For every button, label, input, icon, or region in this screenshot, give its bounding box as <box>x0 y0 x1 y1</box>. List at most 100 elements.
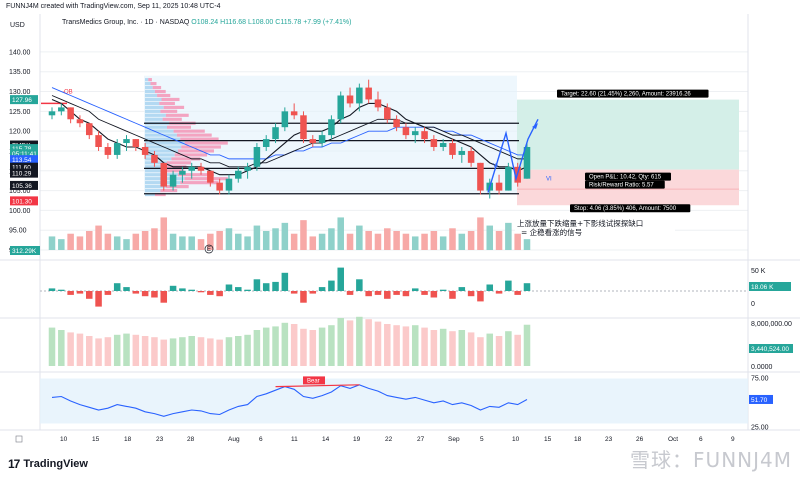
price-badge: 105.36 <box>12 183 32 190</box>
candle-body <box>207 170 214 183</box>
candle-body <box>151 154 158 163</box>
rsi-tick: 25.00 <box>751 425 769 432</box>
x-tick: Oct <box>668 436 678 443</box>
volume-bar <box>85 231 93 250</box>
candle-body <box>384 107 391 120</box>
vi-label: VI <box>546 177 552 183</box>
obv-bar <box>365 319 372 366</box>
volume-bar <box>235 233 242 250</box>
delta-bar <box>281 272 289 291</box>
x-tick: 5 <box>480 436 484 443</box>
delta-bar <box>160 291 168 303</box>
obv-bar <box>151 337 158 366</box>
delta-bar <box>309 291 317 294</box>
vp-bar-value <box>145 105 164 109</box>
delta-bar <box>290 291 298 294</box>
volume-bar <box>58 239 65 250</box>
delta-bar <box>384 291 391 299</box>
candle-body <box>290 111 298 116</box>
candle-body <box>309 139 317 144</box>
vp-bar-value <box>145 89 155 94</box>
candle-body <box>374 99 382 108</box>
delta-bar <box>95 291 102 307</box>
obv-bar <box>67 332 74 366</box>
candle-body <box>439 143 447 147</box>
volume-bar <box>337 217 344 250</box>
projection-path <box>487 118 539 193</box>
ob-label: -OB <box>62 90 73 96</box>
obv-bar <box>430 330 438 366</box>
delta-bar <box>48 288 56 291</box>
vp-bar-value <box>145 192 155 197</box>
#f23645-bg <box>570 204 691 213</box>
vp-bar-delta <box>180 181 219 185</box>
volume-bar <box>309 236 317 250</box>
delta-bar <box>188 289 195 291</box>
vp-bar-value <box>145 185 166 189</box>
volume-bar <box>253 225 261 250</box>
symbol-line[interactable]: TransMedics Group, Inc. · 1D · NASDAQ O1… <box>62 19 351 26</box>
obv-bar <box>207 338 214 366</box>
price-badge: 113.54 <box>12 157 32 164</box>
delta-bar <box>458 287 466 291</box>
delta-bar <box>104 291 112 295</box>
delta-bar <box>486 284 494 291</box>
vp-bar-value <box>145 125 167 129</box>
obv-bar <box>384 324 391 366</box>
projection-arrow-icon <box>532 123 538 129</box>
volume-bar <box>356 225 363 250</box>
delta-bar <box>262 283 270 291</box>
vp-bar-delta <box>173 129 205 133</box>
delta-bar <box>505 280 512 291</box>
delta-bar <box>141 291 149 297</box>
delta-bar <box>449 291 456 299</box>
x-tick: 11 <box>291 436 298 443</box>
delta-bar <box>477 291 484 302</box>
settings-icon <box>15 435 23 443</box>
candle-body <box>467 150 475 163</box>
candle-body <box>365 87 372 100</box>
vp-bar-delta <box>160 109 178 113</box>
obv-bar <box>356 316 363 366</box>
volume-bar <box>430 231 438 250</box>
delta-bar <box>179 288 186 291</box>
obv-bar <box>318 327 326 366</box>
volume-bar <box>495 231 503 250</box>
delta-bar <box>225 284 233 291</box>
candle-body <box>411 131 419 136</box>
vol-badge: 312.29K <box>12 248 37 255</box>
vp-bar-value <box>145 85 153 90</box>
obv-bar <box>486 333 494 366</box>
delta-bar <box>197 291 205 293</box>
vp-bar-delta <box>184 141 228 145</box>
vp-bar-value <box>145 113 166 117</box>
price-badge-bg <box>10 149 38 159</box>
x-tick: 19 <box>353 436 361 443</box>
obv-bar <box>160 339 168 366</box>
candle-body <box>356 87 363 104</box>
vp-bar-delta <box>160 188 178 193</box>
pane3-badge: 3,440,524.00 <box>751 346 789 353</box>
ohlc-high: H116.68 <box>220 19 247 26</box>
price-tick: 95.00 <box>9 228 27 235</box>
price-tick: 120.00 <box>9 129 31 136</box>
delta-bar <box>374 291 382 295</box>
note-line-1: 上涨放量下跌缩量+下影线试探探缺口 <box>517 218 643 228</box>
x-tick: 10 <box>512 436 520 443</box>
vp-bar-value <box>145 133 177 137</box>
vp-bar-value <box>145 157 172 161</box>
obv-bar <box>505 331 512 366</box>
delta-bar <box>300 291 307 303</box>
x-tick: 23 <box>605 436 613 443</box>
tradingview-logo[interactable]: 17 TradingView <box>8 457 88 471</box>
volume-bar <box>67 233 74 250</box>
vp-bar-delta <box>150 82 157 86</box>
vp-bar-delta <box>178 173 214 177</box>
delta-bar <box>467 291 475 297</box>
obv-bar <box>76 333 84 366</box>
delta-bar <box>356 279 363 291</box>
delta-bar <box>253 279 261 291</box>
x-tick: 14 <box>322 436 330 443</box>
price-badge-bg <box>10 180 38 190</box>
